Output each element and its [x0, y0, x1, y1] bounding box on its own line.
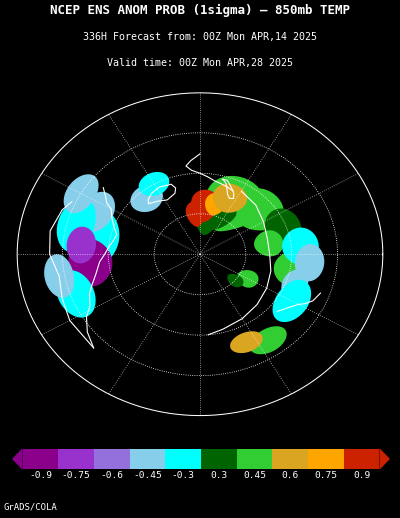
Polygon shape	[191, 190, 219, 222]
Bar	[344, 449, 380, 469]
Text: -0.6: -0.6	[100, 471, 123, 480]
Polygon shape	[213, 183, 247, 213]
Bar	[130, 449, 165, 469]
Polygon shape	[186, 201, 206, 227]
Polygon shape	[66, 227, 96, 264]
Polygon shape	[254, 231, 283, 256]
Bar	[201, 449, 237, 469]
Text: 0.75: 0.75	[314, 471, 337, 480]
Polygon shape	[236, 188, 284, 231]
Polygon shape	[272, 280, 311, 322]
Bar	[308, 449, 344, 469]
Polygon shape	[200, 192, 238, 230]
Circle shape	[17, 92, 383, 416]
Polygon shape	[281, 269, 308, 300]
Polygon shape	[57, 198, 96, 252]
Text: GrADS/COLA: GrADS/COLA	[4, 503, 58, 512]
Text: -0.9: -0.9	[29, 471, 52, 480]
Polygon shape	[79, 192, 115, 232]
Text: 0.9: 0.9	[353, 471, 370, 480]
Polygon shape	[205, 193, 226, 215]
Text: 0.3: 0.3	[210, 471, 228, 480]
Polygon shape	[237, 270, 258, 287]
Polygon shape	[44, 254, 74, 298]
Text: 0.45: 0.45	[243, 471, 266, 480]
Polygon shape	[194, 203, 221, 235]
Bar	[272, 449, 308, 469]
Polygon shape	[230, 332, 263, 353]
Polygon shape	[64, 174, 98, 213]
Text: -0.3: -0.3	[172, 471, 195, 480]
Text: -0.45: -0.45	[133, 471, 162, 480]
Polygon shape	[250, 326, 287, 354]
Polygon shape	[130, 184, 163, 212]
Polygon shape	[206, 176, 265, 232]
Text: NCEP ENS ANOM PROB (1sigma) – 850mb TEMP: NCEP ENS ANOM PROB (1sigma) – 850mb TEMP	[50, 4, 350, 17]
Polygon shape	[282, 227, 319, 265]
Bar	[237, 449, 272, 469]
Polygon shape	[274, 251, 307, 285]
Polygon shape	[56, 270, 96, 318]
Polygon shape	[68, 239, 112, 286]
Polygon shape	[380, 448, 390, 470]
Bar	[22, 449, 58, 469]
Polygon shape	[227, 274, 244, 287]
Text: 0.6: 0.6	[282, 471, 299, 480]
Polygon shape	[295, 244, 324, 281]
Polygon shape	[12, 448, 22, 470]
Polygon shape	[264, 209, 302, 246]
Bar	[94, 449, 130, 469]
Text: Valid time: 00Z Mon APR,28 2025: Valid time: 00Z Mon APR,28 2025	[107, 58, 293, 68]
Bar	[58, 449, 94, 469]
Text: -0.75: -0.75	[62, 471, 90, 480]
Bar	[165, 449, 201, 469]
Polygon shape	[71, 208, 119, 267]
Polygon shape	[139, 172, 169, 196]
Text: 336H Forecast from: 00Z Mon APR,14 2025: 336H Forecast from: 00Z Mon APR,14 2025	[83, 32, 317, 42]
